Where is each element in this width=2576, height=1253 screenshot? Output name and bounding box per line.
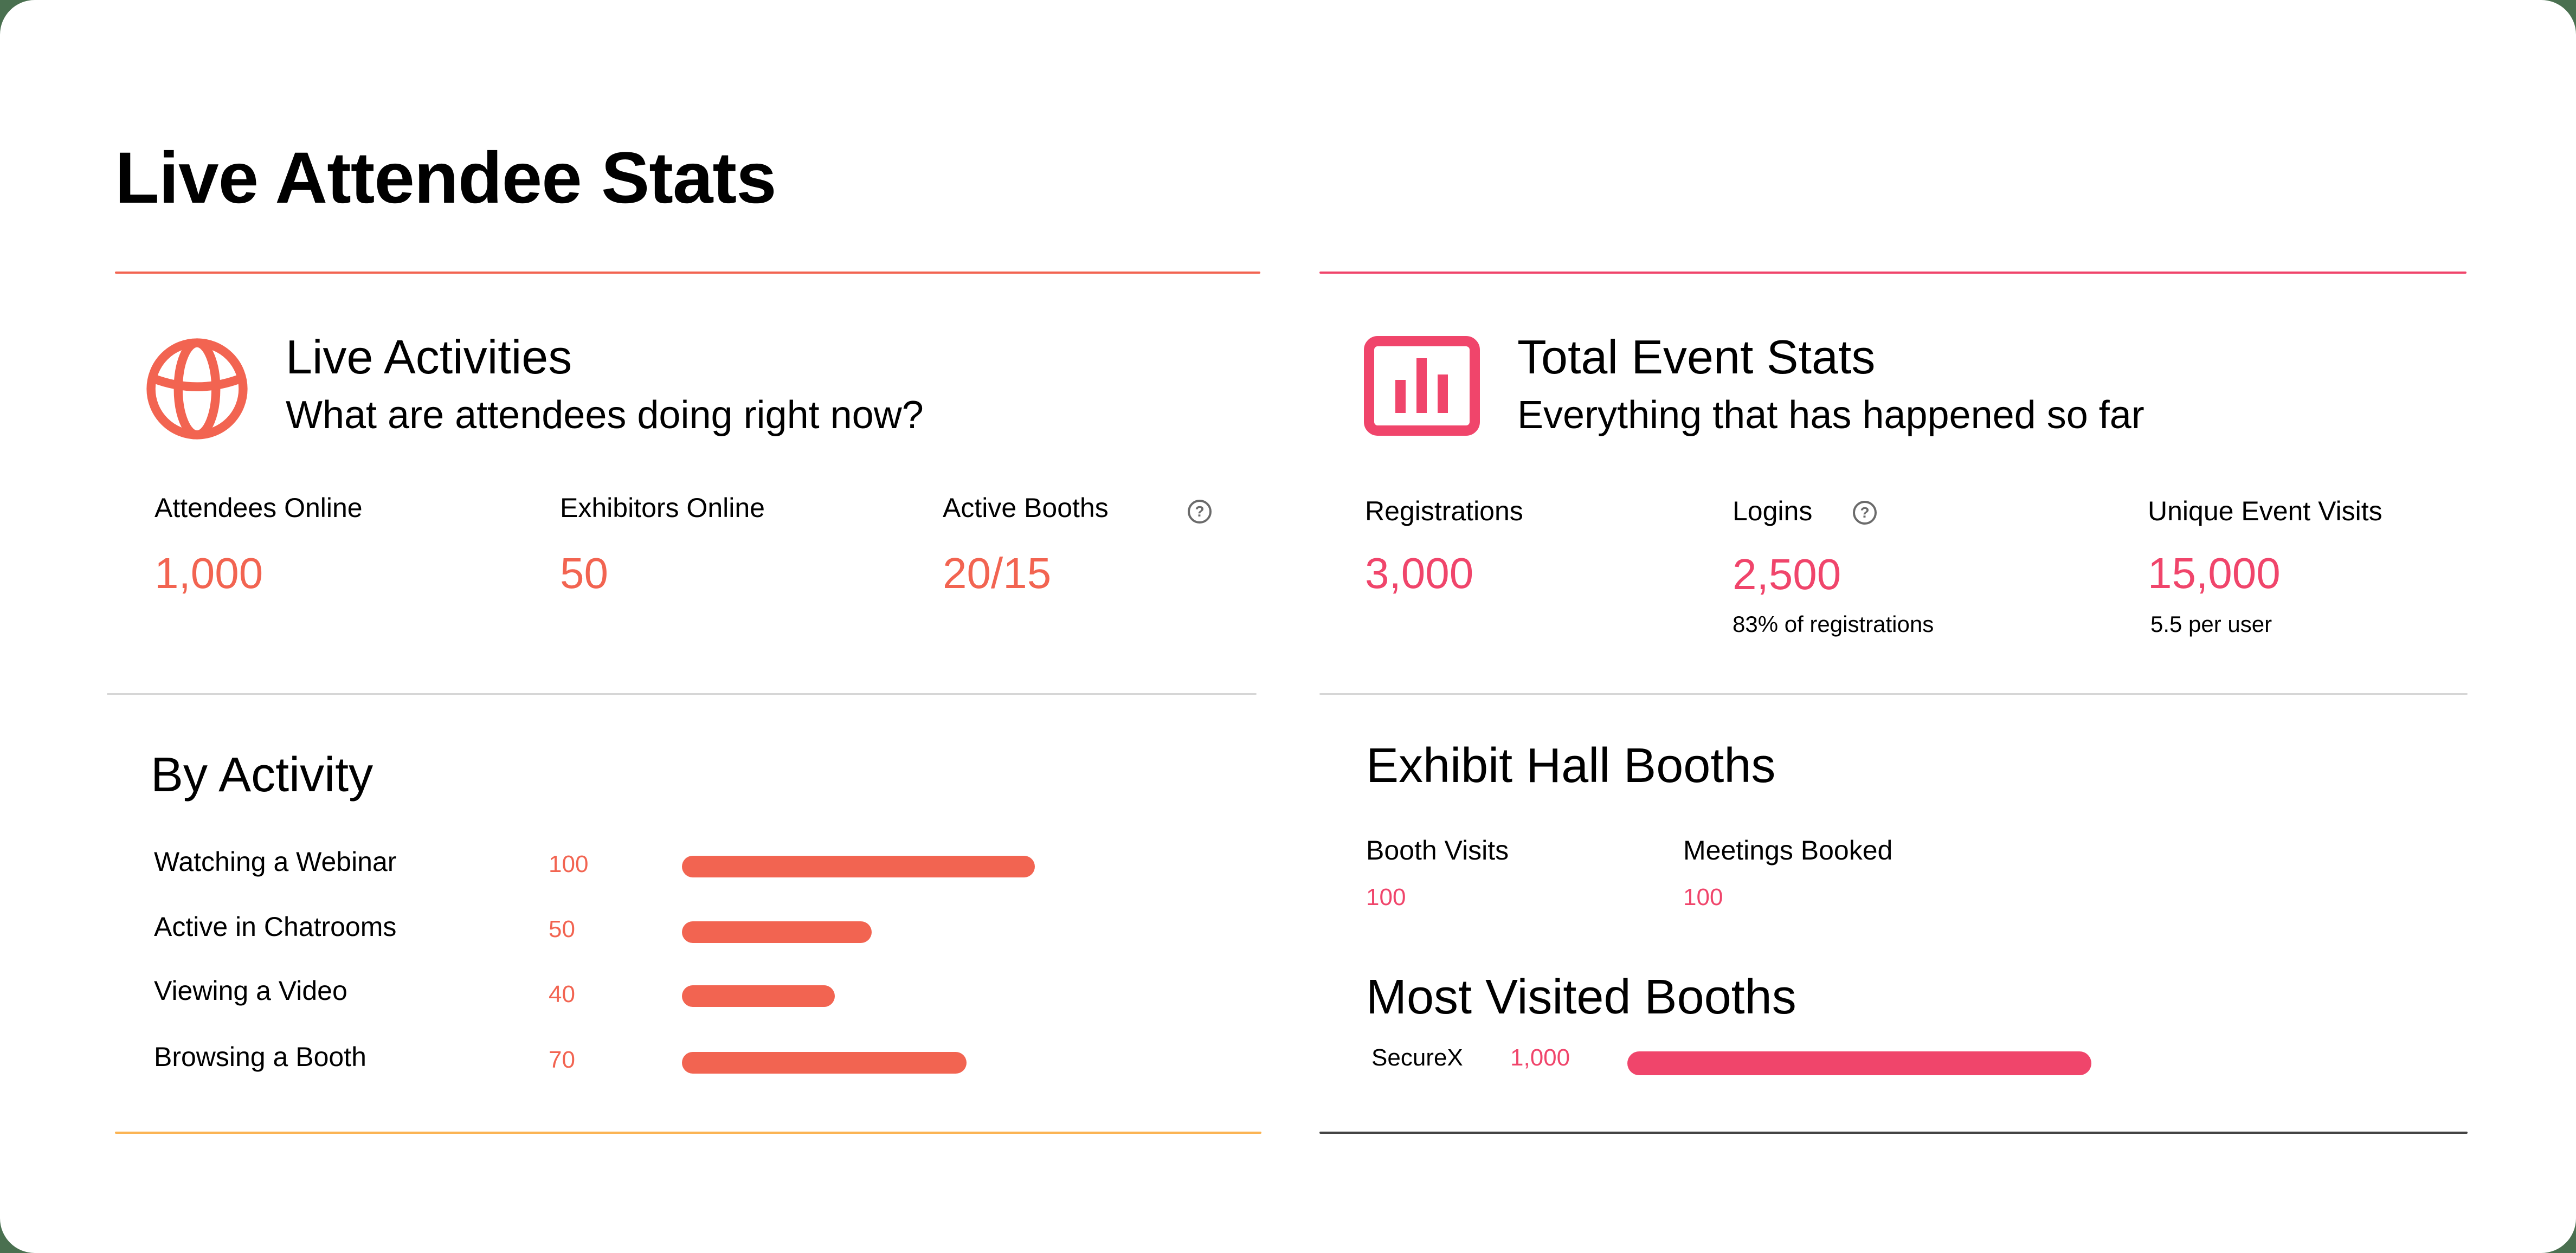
exhibit-hall-title: Exhibit Hall Booths — [1366, 739, 1776, 793]
stat-value-attendees-online: 1,000 — [154, 549, 263, 597]
stat-label-logins: Logins — [1733, 496, 1813, 526]
stat-value-exhibitors-online: 50 — [560, 549, 608, 597]
question-circle-icon[interactable]: ? — [1853, 501, 1877, 525]
stat-value-unique-event-visits: 15,000 — [2148, 549, 2281, 597]
globe-icon — [145, 337, 249, 441]
stat-value-logins: 2,500 — [1733, 550, 1841, 598]
activity-value: 40 — [549, 981, 575, 1007]
total-event-stats-subtitle: Everything that has happened so far — [1517, 393, 2144, 437]
stat-sub-unique-event-visits: 5.5 per user — [2150, 611, 2272, 637]
stat-sub-logins: 83% of registrations — [1733, 611, 1934, 637]
stat-value-booth-visits: 100 — [1366, 884, 1406, 910]
stat-value-active-booths: 20/15 — [943, 549, 1052, 597]
stat-value-meetings-booked: 100 — [1683, 884, 1723, 910]
stat-label-unique-event-visits: Unique Event Visits — [2148, 496, 2382, 526]
stat-label-active-booths: Active Booths — [943, 493, 1109, 523]
bar-chart-icon — [1364, 336, 1480, 436]
right-section-bottom-divider — [1319, 1132, 2468, 1134]
question-circle-icon[interactable]: ? — [1188, 500, 1212, 524]
stat-label-meetings-booked: Meetings Booked — [1683, 835, 1893, 866]
activity-label: Watching a Webinar — [154, 847, 397, 877]
activity-bar — [682, 921, 872, 943]
activity-bar — [682, 1052, 967, 1074]
booth-bar — [1627, 1051, 2091, 1075]
booth-label: SecureX — [1371, 1044, 1463, 1071]
most-visited-title: Most Visited Booths — [1366, 970, 1796, 1024]
left-section-bottom-divider — [115, 1132, 1261, 1134]
activity-value: 50 — [549, 916, 575, 942]
total-event-stats-title: Total Event Stats — [1517, 330, 1876, 384]
page-title: Live Attendee Stats — [115, 138, 777, 218]
stat-label-exhibitors-online: Exhibitors Online — [560, 493, 765, 523]
live-activities-subtitle: What are attendees doing right now? — [286, 393, 924, 437]
activity-label: Viewing a Video — [154, 976, 347, 1006]
stat-label-booth-visits: Booth Visits — [1366, 835, 1509, 866]
activity-label: Active in Chatrooms — [154, 912, 397, 942]
booth-value: 1,000 — [1510, 1044, 1570, 1071]
activity-bar — [682, 985, 835, 1007]
stat-label-attendees-online: Attendees Online — [154, 493, 363, 523]
stat-value-registrations: 3,000 — [1365, 549, 1474, 597]
left-section-divider — [107, 693, 1257, 695]
live-activities-title: Live Activities — [286, 330, 572, 384]
by-activity-title: By Activity — [151, 748, 373, 802]
right-section-top-divider — [1319, 272, 2466, 274]
activity-bar — [682, 856, 1035, 877]
activity-label: Browsing a Booth — [154, 1042, 366, 1072]
right-section-divider — [1319, 693, 2468, 695]
activity-value: 100 — [549, 851, 589, 877]
activity-value: 70 — [549, 1047, 575, 1073]
left-section-top-divider — [115, 272, 1260, 274]
stat-label-registrations: Registrations — [1365, 496, 1523, 526]
